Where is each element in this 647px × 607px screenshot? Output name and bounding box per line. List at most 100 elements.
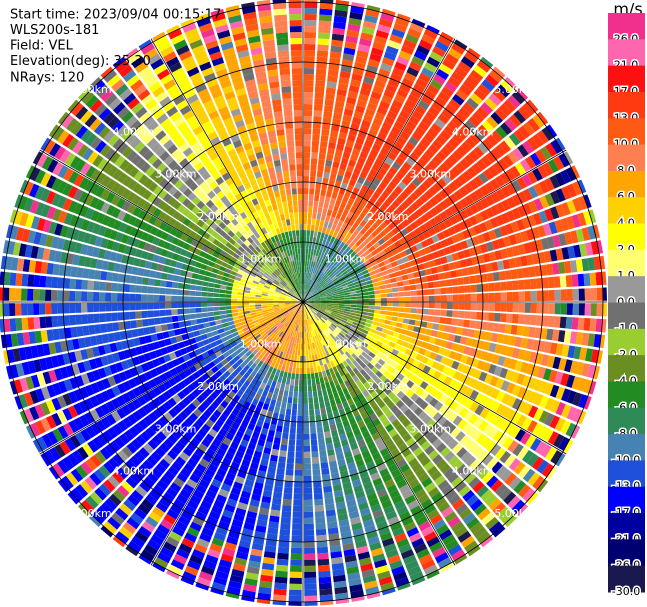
range-gate	[429, 217, 438, 227]
range-gate	[213, 306, 220, 311]
range-gate	[428, 186, 438, 196]
range-gate	[437, 347, 446, 356]
range-gate	[506, 281, 513, 291]
range-gate	[324, 400, 331, 408]
range-gate	[312, 308, 319, 313]
range-gate	[486, 322, 494, 332]
range-gate	[323, 285, 329, 290]
range-gate	[512, 147, 524, 161]
range-gate	[374, 298, 381, 302]
range-gate	[312, 330, 316, 337]
range-gate	[380, 302, 387, 306]
range-gate	[434, 96, 447, 108]
range-gate	[282, 311, 288, 315]
range-gate	[237, 292, 244, 296]
range-gate	[375, 217, 384, 226]
range-gate	[431, 491, 444, 503]
range-gate	[12, 348, 21, 362]
range-gate	[409, 571, 424, 582]
range-gate	[480, 155, 492, 168]
range-gate	[308, 337, 312, 344]
range-gate	[377, 400, 386, 409]
range-gate	[484, 181, 495, 194]
range-gate	[237, 341, 245, 348]
range-gate	[414, 368, 423, 377]
range-gate	[311, 451, 319, 458]
range-gate	[57, 459, 70, 474]
range-gate	[335, 326, 342, 332]
range-gate	[417, 233, 426, 242]
range-gate	[28, 331, 37, 344]
range-gate	[70, 266, 78, 278]
range-gate	[316, 335, 320, 342]
range-gate	[527, 137, 539, 151]
range-gate	[352, 360, 359, 367]
range-gate	[485, 385, 495, 397]
range-gate	[598, 222, 607, 238]
range-gate	[490, 111, 503, 125]
range-gate	[530, 290, 537, 301]
range-gate	[527, 118, 541, 132]
range-gate	[550, 139, 563, 154]
range-gate	[292, 517, 303, 524]
range-gate	[434, 295, 441, 302]
range-gate	[439, 162, 450, 173]
range-gate	[572, 288, 579, 301]
range-gate	[402, 280, 410, 286]
range-gate	[448, 544, 462, 556]
range-gate	[350, 589, 365, 599]
range-gate	[342, 444, 351, 453]
range-gate	[500, 510, 515, 525]
range-gate	[447, 76, 461, 88]
range-gate	[0, 351, 4, 366]
range-gate	[409, 284, 417, 291]
range-gate	[444, 81, 458, 93]
range-gate	[345, 35, 358, 44]
range-gate	[235, 475, 245, 485]
range-gate	[447, 154, 459, 165]
range-gate	[19, 377, 29, 392]
range-gate	[434, 40, 449, 52]
range-gate	[418, 472, 430, 483]
range-gate	[231, 312, 239, 317]
range-gate	[264, 364, 270, 372]
range-gate	[408, 278, 416, 285]
range-gate	[314, 225, 319, 232]
range-gate	[394, 94, 406, 104]
range-gate	[454, 392, 464, 403]
range-gate	[542, 290, 549, 301]
range-gate	[320, 318, 326, 324]
range-gate	[344, 246, 351, 253]
range-gate	[559, 316, 567, 329]
range-gate	[383, 246, 392, 254]
range-gate	[270, 399, 277, 407]
range-gate	[357, 275, 365, 281]
range-gate	[546, 263, 554, 276]
range-gate	[390, 361, 399, 369]
range-gate	[60, 251, 68, 264]
range-gate	[183, 339, 191, 347]
range-gate	[323, 313, 330, 317]
range-gate	[263, 334, 269, 340]
range-gate	[237, 308, 244, 312]
range-gate	[177, 390, 186, 400]
range-gate	[375, 272, 383, 278]
range-gate	[159, 309, 166, 317]
range-gate	[279, 534, 290, 542]
range-gate	[6, 240, 16, 255]
range-gate	[287, 372, 292, 379]
range-gate	[354, 350, 361, 357]
range-gate	[304, 272, 306, 279]
range-gate	[320, 407, 327, 415]
range-gate	[448, 137, 460, 149]
range-gate	[584, 288, 591, 301]
range-gate	[563, 439, 575, 454]
range-gate	[228, 413, 237, 422]
range-gate	[351, 334, 359, 341]
range-gate	[308, 296, 314, 300]
range-gate	[286, 360, 291, 367]
range-gate	[310, 349, 314, 356]
range-gate	[268, 460, 277, 468]
range-gate	[454, 381, 463, 392]
range-gate	[488, 93, 502, 106]
